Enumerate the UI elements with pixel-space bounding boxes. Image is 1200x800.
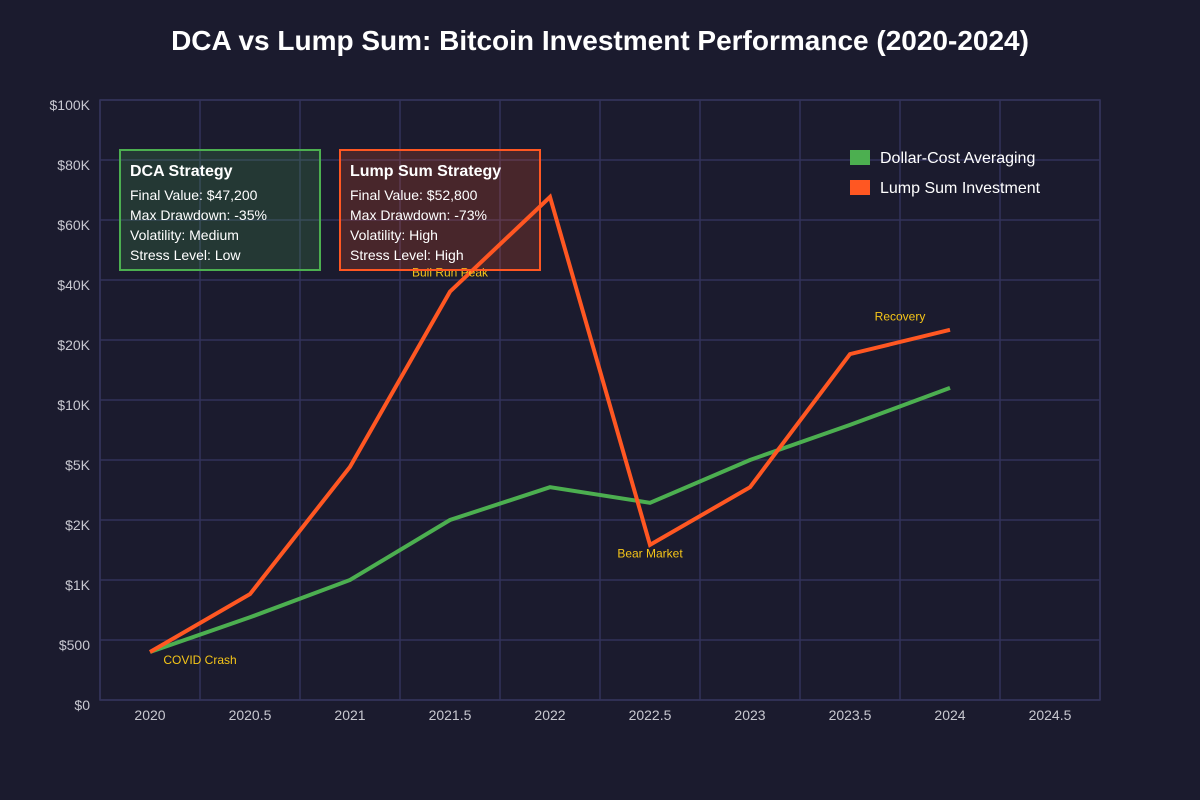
info-box-frame [119, 149, 321, 271]
annotation-label: Bear Market [617, 546, 683, 560]
info-box-frame [339, 149, 541, 271]
chart-title: DCA vs Lump Sum: Bitcoin Investment Perf… [171, 25, 1029, 56]
legend-label: Dollar-Cost Averaging [880, 150, 1035, 167]
y-tick-label: $0 [74, 697, 90, 713]
x-tick-label: 2020 [134, 707, 165, 723]
x-axis-ticks: 2020 2020.5 2021 2021.5 2022 2022.5 2023 2023.5… [134, 707, 1071, 723]
info-box-title: Lump Sum Strategy [350, 163, 501, 180]
series-lines [148, 193, 951, 654]
info-box-line: Final Value: $52,800 [350, 187, 478, 203]
info-box-line: Max Drawdown: -73% [350, 207, 487, 223]
legend-swatch [850, 150, 870, 165]
info-boxes: DCA Strategy Final Value: $47,200 Max Draw… [119, 149, 541, 271]
y-axis-ticks: $0 $500 $1K $2K $5K $10K $20K $40K $60K $80K $100K [50, 97, 91, 713]
annotation-label: Recovery [875, 310, 926, 324]
x-tick-label: 2024 [934, 707, 965, 723]
lump-sum-info-box: Lump Sum Strategy Final Value: $52,800 Max… [339, 149, 541, 271]
y-tick-label: $10K [57, 397, 90, 413]
x-tick-label: 2022 [534, 707, 565, 723]
y-tick-label: $5K [65, 457, 91, 473]
annotation-label: Bull Run Peak [412, 265, 489, 279]
x-tick-label: 2023.5 [829, 707, 872, 723]
annotation-label: COVID Crash [163, 653, 236, 667]
info-box-line: Stress Level: Low [130, 247, 241, 263]
dca-info-box: DCA Strategy Final Value: $47,200 Max Draw… [119, 149, 321, 271]
annotations: COVID Crash Bull Run Peak Bear Market Recov… [163, 265, 925, 667]
y-tick-label: $2K [65, 517, 91, 533]
legend-swatch [850, 180, 870, 195]
y-tick-label: $60K [57, 217, 90, 233]
x-tick-label: 2023 [734, 707, 765, 723]
x-tick-label: 2021.5 [429, 707, 472, 723]
plot-frame [99, 99, 1101, 701]
info-box-line: Max Drawdown: -35% [130, 207, 267, 223]
y-tick-label: $40K [57, 277, 90, 293]
info-box-title: DCA Strategy [130, 163, 233, 180]
x-tick-label: 2022.5 [629, 707, 672, 723]
info-box-line: Volatility: High [350, 227, 438, 243]
legend: Dollar-Cost Averaging Lump Sum Investment [850, 150, 1041, 197]
y-tick-label: $500 [59, 637, 90, 653]
y-tick-label: $20K [57, 337, 90, 353]
y-tick-label: $1K [65, 577, 91, 593]
y-tick-label: $100K [50, 97, 91, 113]
legend-label: Lump Sum Investment [880, 180, 1041, 197]
info-box-line: Volatility: Medium [130, 227, 239, 243]
lump-sum-series-line [148, 193, 951, 654]
info-box-line: Final Value: $47,200 [130, 187, 258, 203]
x-tick-label: 2020.5 [229, 707, 272, 723]
info-box-line: Stress Level: High [350, 247, 464, 263]
x-tick-label: 2024.5 [1029, 707, 1072, 723]
y-tick-label: $80K [57, 157, 90, 173]
x-tick-label: 2021 [334, 707, 365, 723]
